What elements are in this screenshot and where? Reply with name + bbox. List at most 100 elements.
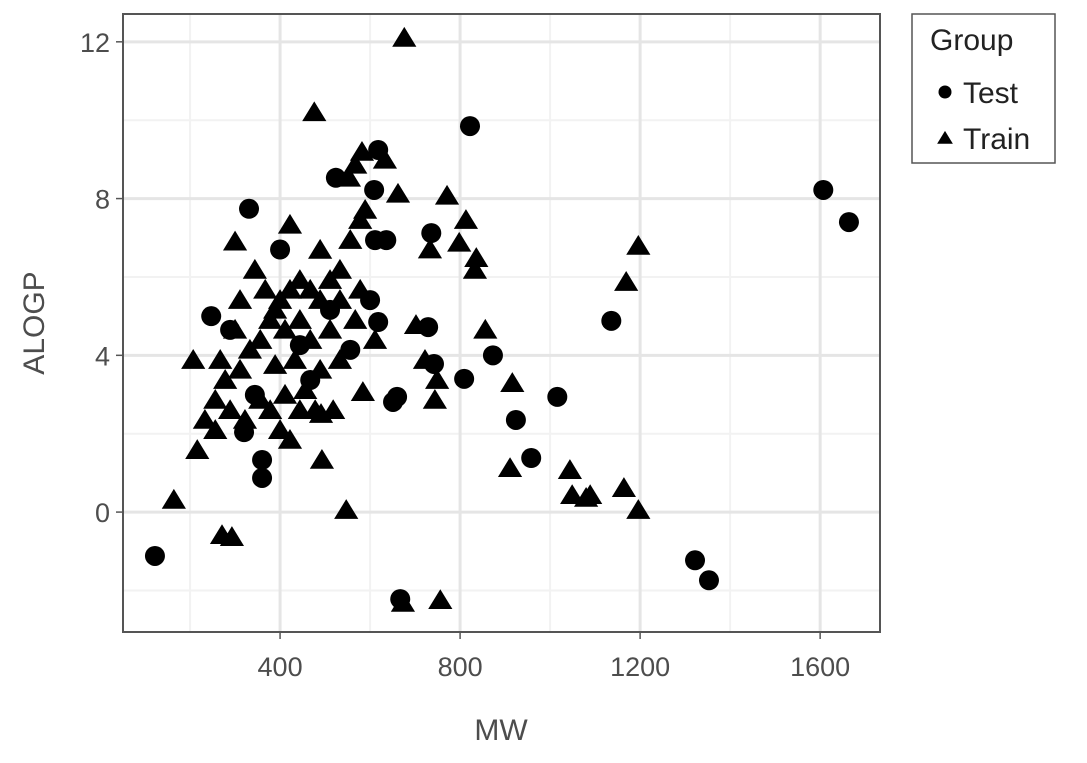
triangle-point	[336, 166, 362, 187]
circle-point	[239, 198, 260, 219]
circle-point	[383, 391, 404, 412]
triangle-point	[334, 499, 359, 519]
circle-point	[505, 409, 526, 430]
triangle-point	[428, 589, 453, 610]
circle-point	[368, 312, 389, 333]
triangle-point	[282, 349, 308, 369]
circle-point	[454, 368, 475, 389]
x-tick-label: 800	[438, 652, 483, 682]
triangle-point	[161, 488, 186, 509]
y-tick-label: 0	[95, 498, 110, 528]
triangle-point	[317, 318, 343, 339]
triangle-point	[434, 184, 460, 205]
triangle-point	[317, 269, 343, 289]
triangle-point	[309, 448, 335, 469]
triangle-point	[327, 289, 353, 309]
triangle-point	[338, 229, 363, 249]
triangle-point	[298, 278, 323, 299]
legend-key	[938, 85, 952, 99]
triangle-point	[390, 592, 416, 612]
triangle-point	[353, 198, 378, 219]
y-tick-label: 12	[80, 28, 110, 58]
triangle-point	[302, 101, 327, 122]
triangle-point	[258, 399, 283, 419]
triangle-point	[385, 182, 411, 203]
triangle-point	[453, 209, 479, 229]
triangle-point	[392, 26, 417, 47]
triangle-point	[327, 349, 353, 369]
circle-point	[421, 223, 442, 244]
triangle-point	[293, 379, 318, 400]
triangle-point	[192, 408, 218, 429]
circle-point	[698, 570, 719, 591]
triangle-point	[272, 383, 298, 404]
triangle-point	[557, 459, 583, 479]
triangle-point	[412, 349, 438, 369]
triangle-point	[403, 314, 429, 334]
triangle-point	[248, 389, 273, 409]
triangle-point	[560, 484, 585, 505]
triangle-point	[298, 329, 323, 349]
triangle-point	[350, 381, 375, 401]
triangle-point	[219, 526, 245, 546]
triangle-point	[263, 354, 288, 374]
circle-point	[365, 230, 386, 251]
legend-title: Group	[930, 24, 1013, 57]
triangle-point	[462, 258, 488, 279]
triangle-point	[263, 298, 288, 319]
circle-point	[201, 306, 222, 327]
triangle-point	[308, 238, 333, 259]
circle-point	[547, 386, 568, 407]
y-tick-label: 8	[95, 185, 110, 215]
triangle-point	[303, 399, 328, 419]
triangle-point	[218, 399, 243, 419]
circle-point	[601, 310, 622, 331]
triangle-point	[185, 439, 210, 459]
circle-point	[340, 339, 361, 360]
triangle-point	[222, 318, 248, 339]
triangle-point	[287, 269, 312, 289]
circle-point	[459, 116, 480, 137]
triangle-point	[422, 389, 447, 409]
x-axis-label: MW	[474, 714, 528, 747]
triangle-point	[227, 358, 253, 379]
triangle-point	[626, 234, 651, 255]
triangle-point	[203, 419, 228, 439]
x-tick-label: 400	[258, 652, 303, 682]
triangle-point	[611, 477, 637, 497]
triangle-point	[203, 389, 228, 409]
triangle-point	[626, 499, 651, 519]
triangle-point	[348, 278, 373, 299]
triangle-point	[574, 486, 599, 507]
triangle-point	[227, 289, 253, 309]
triangle-point	[308, 358, 333, 379]
y-tick-label: 4	[95, 341, 110, 371]
triangle-point	[181, 349, 206, 369]
triangle-point	[287, 309, 312, 329]
triangle-point	[497, 457, 523, 477]
triangle-point	[308, 289, 333, 309]
circle-point	[364, 179, 385, 200]
circle-point	[252, 449, 273, 470]
y-axis-label: ALOGP	[18, 271, 51, 374]
triangle-point	[417, 238, 443, 259]
triangle-point	[232, 408, 258, 429]
triangle-point	[222, 230, 248, 251]
circle-point	[838, 212, 859, 233]
triangle-point	[372, 148, 398, 169]
circle-point	[252, 467, 273, 488]
circle-point	[685, 550, 706, 571]
circle-point	[144, 545, 165, 566]
triangle-point	[362, 329, 388, 349]
triangle-point	[287, 399, 312, 419]
x-tick-label: 1600	[790, 652, 850, 682]
triangle-point	[258, 309, 283, 329]
triangle-point	[500, 372, 525, 392]
triangle-point	[614, 271, 639, 291]
triangle-point	[464, 247, 489, 267]
legend-key	[937, 130, 953, 144]
triangle-point	[348, 209, 373, 229]
triangle-point	[343, 309, 368, 329]
plot-background	[123, 14, 880, 632]
